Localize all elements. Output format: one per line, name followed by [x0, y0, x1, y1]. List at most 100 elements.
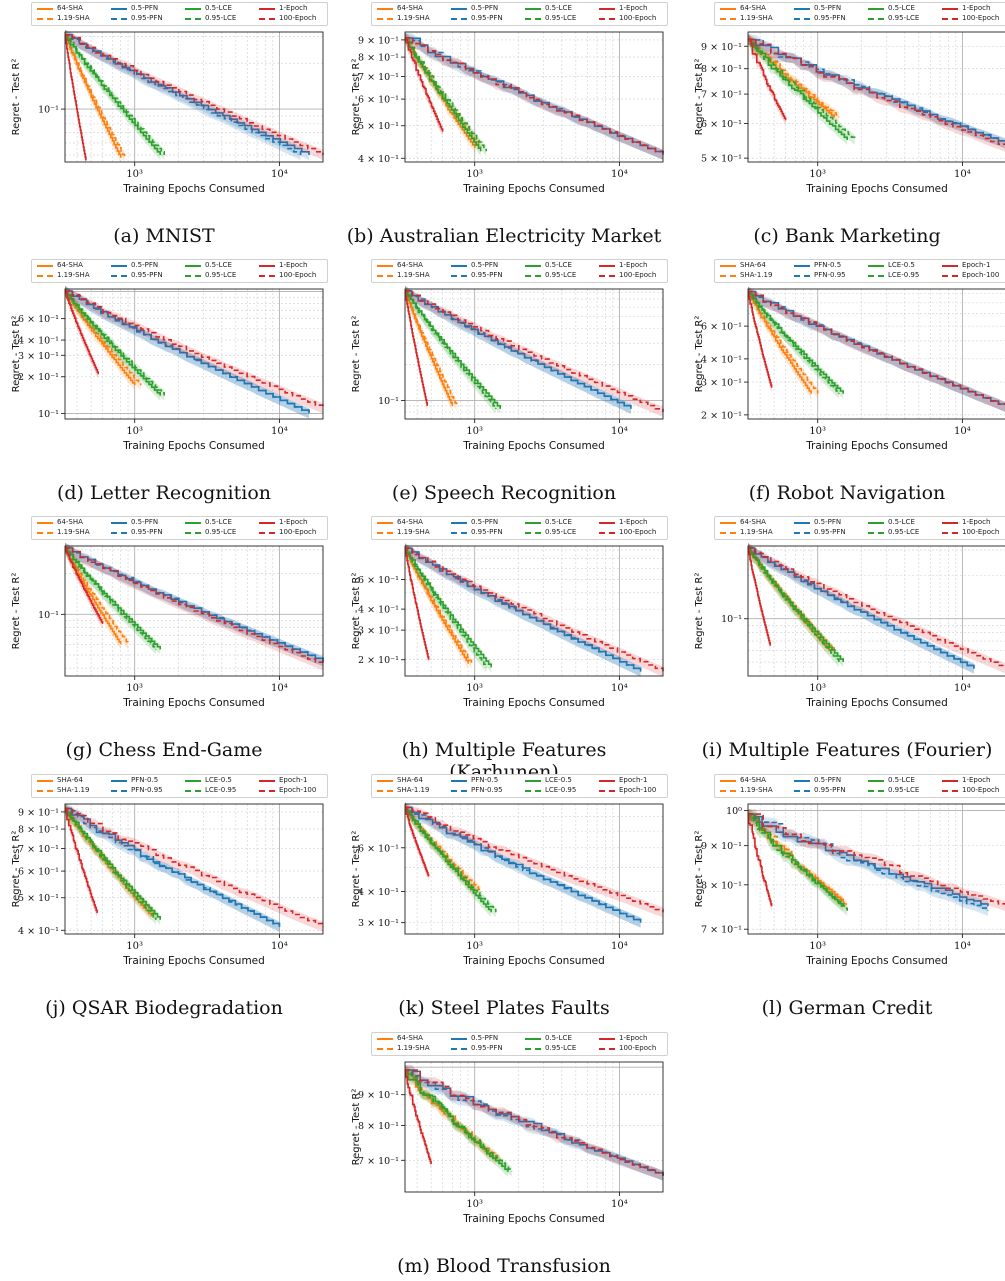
- chart-panel: 64-SHA 0.5-PFN 0.5-LCE 1-Epoch 1.19-SHA 0.95-…: [5, 0, 328, 247]
- legend-swatch: [942, 790, 958, 792]
- y-tick-label: 8 × 10⁻¹: [358, 1121, 399, 1132]
- legend-label: 1-Epoch: [962, 4, 991, 12]
- legend-swatch: [185, 18, 201, 20]
- chart-svg: 10³ 10⁴ 4 × 10⁻¹ 5 × 10⁻¹ 6 × 10⁻¹ 7 × 10⁻¹ 8 …: [11, 803, 324, 967]
- series-line: [65, 290, 161, 396]
- legend-label: Epoch-1: [279, 776, 308, 784]
- legend-swatch: [720, 522, 736, 524]
- series-line: [748, 547, 840, 662]
- chart-panel: 64-SHA 0.5-PFN 0.5-LCE 1-Epoch 1.19-SHA 0.95-…: [345, 0, 668, 247]
- series-band: [65, 285, 309, 419]
- legend-label: 100-Epoch: [619, 14, 657, 22]
- series-band: [405, 285, 631, 414]
- chart-svg: 10³ 10⁴ 2 × 10⁻¹ 3 × 10⁻¹ 4 × 10⁻¹ 6 × 10⁻¹ Tr…: [694, 286, 1005, 452]
- y-axis-label: Regret - Test R²: [694, 59, 705, 136]
- legend-swatch: [942, 522, 958, 524]
- legend-swatch: [794, 532, 810, 534]
- x-tick-label: 10⁴: [611, 169, 628, 180]
- subfigure-caption: (l) German Credit: [761, 997, 933, 1019]
- series-band: [748, 542, 1005, 674]
- series-line: [405, 547, 487, 668]
- legend-swatch: [111, 8, 127, 10]
- subfigure-caption: (b) Australian Electricity Market: [346, 225, 662, 247]
- legend-label: 1-Epoch: [619, 1034, 648, 1042]
- series-line: [748, 38, 1005, 145]
- series-line: [405, 806, 664, 913]
- series-band: [405, 802, 663, 918]
- legend-label: 100-Epoch: [619, 1044, 657, 1052]
- legend-label: 1.19-SHA: [57, 528, 90, 536]
- legend-swatch: [451, 275, 467, 277]
- legend-swatch: [111, 18, 127, 20]
- legend-swatch: [37, 18, 53, 20]
- legend-label: LCE-0.5: [888, 261, 915, 269]
- x-axis-label: Training Epochs Consumed: [462, 955, 605, 967]
- series-line: [748, 547, 975, 669]
- y-tick-label: 4 × 10⁻¹: [18, 336, 59, 347]
- legend-swatch: [525, 18, 541, 20]
- chart-legend: 64-SHA 0.5-PFN 0.5-LCE 1-Epoch 1.19-SHA 0.95-…: [371, 2, 668, 26]
- series-line: [65, 290, 99, 375]
- chart-svg: 10³ 10⁴ 10⁻¹ Training Epochs Consumed Regret…: [11, 29, 324, 195]
- y-tick-label: 8 × 10⁻¹: [701, 880, 742, 891]
- series-line: [65, 34, 161, 155]
- legend-label: 64-SHA: [57, 261, 83, 269]
- series-line: [405, 1069, 513, 1172]
- series-band: [405, 32, 663, 160]
- legend-label: 1-Epoch: [279, 518, 308, 526]
- legend-swatch: [599, 780, 615, 782]
- chart-legend: 64-SHA 0.5-PFN 0.5-LCE 1-Epoch 1.19-SHA 0.95-…: [371, 1032, 668, 1056]
- legend-swatch: [37, 780, 53, 782]
- legend-swatch: [868, 522, 884, 524]
- legend-swatch: [525, 790, 541, 792]
- legend-label: 0.95-LCE: [545, 528, 577, 536]
- series-band: [405, 1065, 512, 1177]
- legend-swatch: [599, 18, 615, 20]
- y-axis-label: Regret - Test R²: [694, 573, 705, 650]
- series-line: [748, 813, 848, 911]
- subfigure-caption: (i) Multiple Features (Fourier): [701, 739, 993, 761]
- legend-swatch: [37, 8, 53, 10]
- legend-swatch: [259, 522, 275, 524]
- series-line: [65, 807, 324, 927]
- legend-label: 1.19-SHA: [397, 14, 430, 22]
- legend-label: 0.95-LCE: [545, 14, 577, 22]
- y-tick-label: 8 × 10⁻¹: [701, 64, 742, 75]
- legend-label: LCE-0.95: [545, 786, 577, 794]
- legend-label: SHA-64: [397, 776, 423, 784]
- legend-swatch: [942, 532, 958, 534]
- subfigure-caption: (e) Speech Recognition: [391, 482, 617, 504]
- chart-legend: SHA-64 PFN-0.5 LCE-0.5 Epoch-1 SHA-1.19 PFN-0…: [714, 259, 1005, 283]
- series-band: [405, 1065, 663, 1181]
- legend-swatch: [111, 275, 127, 277]
- legend-label: 100-Epoch: [962, 14, 1000, 22]
- series-line: [64, 34, 87, 161]
- series-line: [405, 1069, 509, 1172]
- y-tick-label: 7 × 10⁻¹: [358, 72, 399, 83]
- legend-swatch: [525, 1038, 541, 1040]
- legend-swatch: [794, 18, 810, 20]
- series-line: [405, 1069, 664, 1176]
- legend-label: SHA-1.19: [740, 271, 773, 279]
- series-line: [748, 290, 840, 394]
- chart-legend: 64-SHA 0.5-PFN 0.5-LCE 1-Epoch 1.19-SHA 0.95-…: [31, 259, 328, 283]
- subfigure-caption: (d) Letter Recognition: [56, 482, 272, 504]
- series-line: [405, 290, 664, 412]
- legend-swatch: [111, 790, 127, 792]
- legend-label: 1-Epoch: [962, 518, 991, 526]
- y-tick-label: 6 × 10⁻¹: [701, 322, 742, 333]
- series-band: [748, 34, 1005, 149]
- legend-swatch: [451, 18, 467, 20]
- legend-label: 1-Epoch: [619, 261, 648, 269]
- legend-label: 1-Epoch: [962, 776, 991, 784]
- y-tick-label: 9 × 10⁻¹: [18, 807, 59, 818]
- plot-frame: [747, 31, 1005, 163]
- legend-label: 0.95-PFN: [131, 271, 163, 279]
- legend-label: 0.5-PFN: [471, 518, 499, 526]
- chart-legend: SHA-64 PFN-0.5 LCE-0.5 Epoch-1 SHA-1.19 PFN-0…: [371, 774, 668, 798]
- x-axis-label: Training Epochs Consumed: [805, 183, 948, 195]
- legend-label: 64-SHA: [57, 4, 83, 12]
- legend-swatch: [185, 780, 201, 782]
- legend-swatch: [720, 275, 736, 277]
- legend-swatch: [185, 265, 201, 267]
